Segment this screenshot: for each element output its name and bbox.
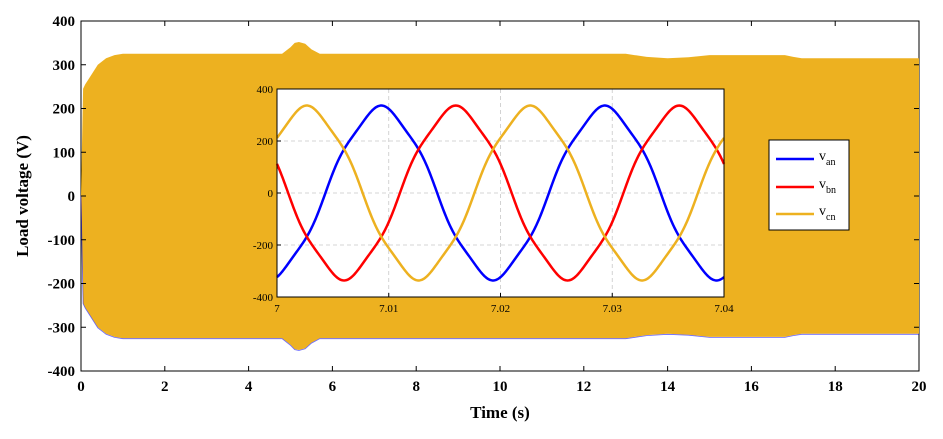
main-y-tick-label: -300	[48, 320, 76, 336]
main-y-tick-label: -100	[48, 233, 76, 249]
inset-y-tick-label: -400	[253, 292, 274, 304]
main-x-axis-label: Time (s)	[470, 403, 530, 422]
inset-y-tick-label: 400	[257, 84, 274, 96]
inset-y-tick-label: 200	[257, 136, 274, 148]
main-y-tick-label: 100	[53, 145, 76, 161]
main-y-tick-label: 300	[53, 58, 76, 74]
legend-label-van-sub: an	[826, 157, 835, 168]
inset-line-van	[276, 104, 725, 282]
legend-label-vbn-main: v	[819, 177, 826, 192]
legend-box	[768, 139, 850, 231]
main-y-ticks: 400 300 200 100 0 -100 -200 -300 -400	[48, 14, 919, 380]
inset-y-tick-label: -200	[253, 240, 274, 252]
inset-y-ticks: 400 200 0 -200 -400	[253, 84, 281, 304]
legend-label-vcn-main: v	[819, 204, 826, 219]
main-x-tick-label: 2	[161, 379, 169, 395]
main-x-tick-label: 18	[828, 379, 843, 395]
main-x-tick-label: 16	[744, 379, 760, 395]
legend-label-van: van	[819, 149, 835, 168]
main-y-tick-label: 400	[53, 14, 76, 30]
inset-lines	[275, 104, 726, 282]
legend-label-vcn-sub: cn	[826, 212, 835, 223]
inset-x-tick-label: 7.04	[714, 303, 734, 315]
legend-label-vbn: vbn	[819, 177, 836, 196]
main-x-tick-label: 4	[245, 379, 253, 395]
main-x-tick-label: 6	[329, 379, 337, 395]
main-x-tick-label: 10	[493, 379, 508, 395]
legend: van vbn vcn	[768, 139, 850, 231]
inset-line-vbn	[275, 104, 726, 282]
main-x-tick-label: 12	[576, 379, 591, 395]
main-x-ticks: 0 2 4 6 8 10 12 14 16 18 20	[77, 21, 927, 395]
legend-label-vbn-sub: bn	[826, 185, 836, 196]
main-x-tick-label: 14	[660, 379, 676, 395]
main-y-axis-label: Load voltage (V)	[13, 135, 32, 257]
main-y-tick-label: 200	[53, 102, 76, 118]
inset-x-tick-label: 7.02	[491, 303, 510, 315]
envelope-lower-edge	[80, 196, 919, 351]
legend-label-vcn: vcn	[819, 204, 835, 223]
main-x-tick-label: 20	[912, 379, 927, 395]
legend-label-van-main: v	[819, 149, 826, 164]
inset-x-tick-label: 7.01	[379, 303, 398, 315]
inset-x-tick-label: 7.03	[603, 303, 623, 315]
inset-x-ticks: 7 7.01 7.02 7.03 7.04	[274, 293, 734, 315]
main-x-tick-label: 8	[412, 379, 420, 395]
inset-line-vcn	[275, 104, 726, 282]
main-y-tick-label: 0	[68, 189, 76, 205]
main-x-tick-label: 0	[77, 379, 85, 395]
main-y-tick-label: -400	[48, 364, 76, 380]
inset-x-tick-label: 7	[274, 303, 280, 315]
main-y-tick-label: -200	[48, 277, 76, 293]
inset-y-tick-label: 0	[268, 188, 274, 200]
inset-plot: 7 7.01 7.02 7.03 7.04 400 200 0 -200 -400	[253, 84, 734, 315]
